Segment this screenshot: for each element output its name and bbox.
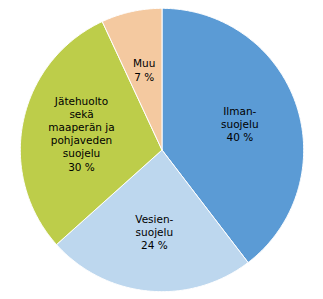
svg-text:Ilman-suojelu40 %: Ilman-suojelu40 % (221, 105, 258, 143)
svg-text:Vesien-suojelu24 %: Vesien-suojelu24 % (135, 213, 173, 251)
svg-text:Muu7 %: Muu7 % (133, 57, 155, 82)
svg-text:Jätehuoltosekämaaperän japohja: Jätehuoltosekämaaperän japohjavedensuoje… (48, 95, 114, 173)
